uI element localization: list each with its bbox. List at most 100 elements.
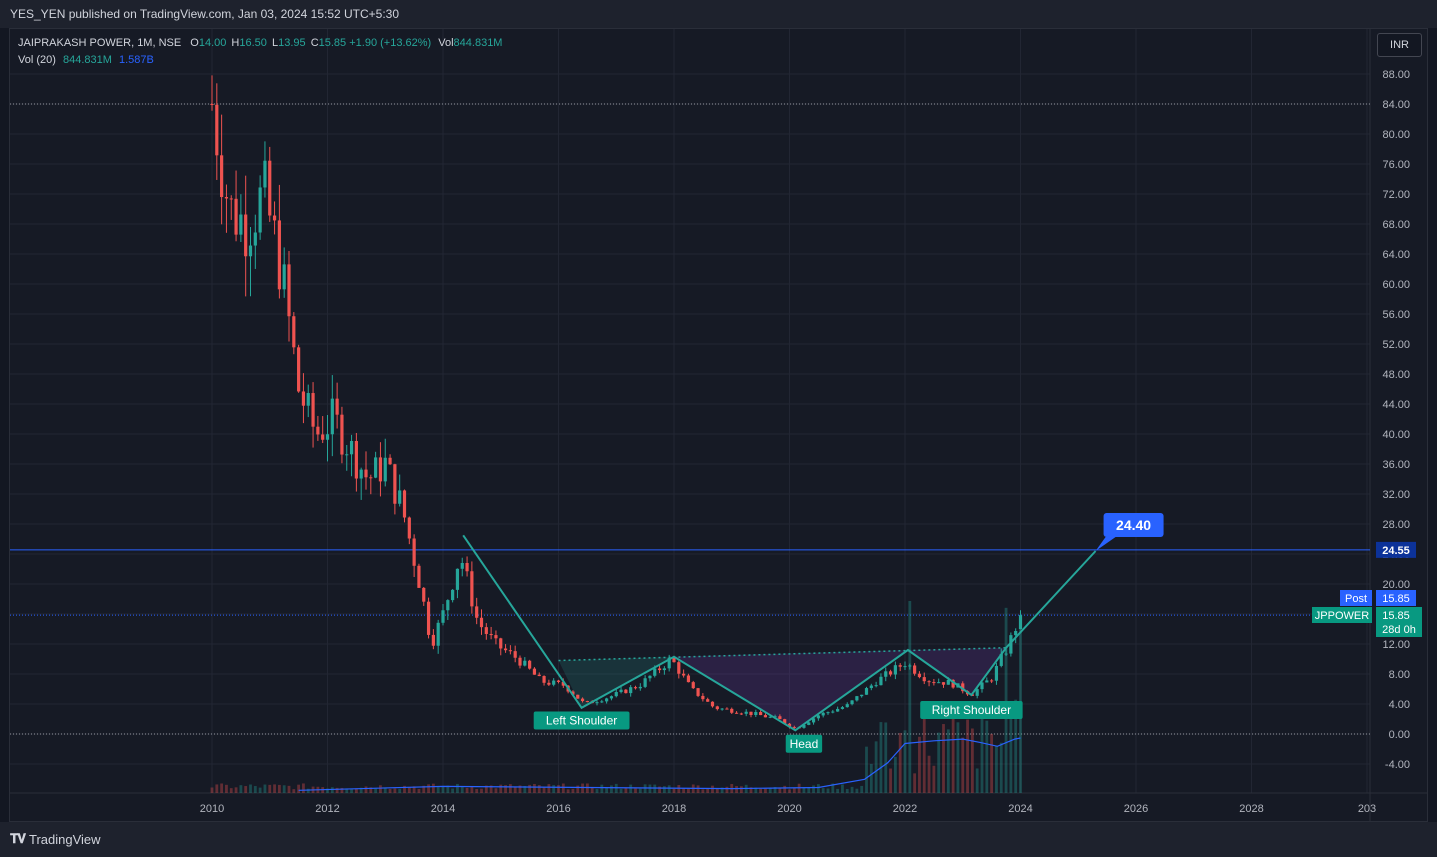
- candle-body: [787, 723, 792, 728]
- volume-bar: [845, 788, 849, 793]
- volume-bar: [773, 787, 777, 793]
- volume-bar: [966, 719, 969, 793]
- volume-bar: [653, 784, 657, 793]
- price-tick-label: 32.00: [1382, 489, 1410, 501]
- volume-bar: [566, 789, 570, 793]
- volume-bar: [282, 785, 286, 793]
- candle-body: [672, 658, 676, 663]
- volume-bar: [470, 786, 474, 793]
- volume-bar: [244, 786, 248, 793]
- volume-bar: [879, 722, 883, 793]
- volume-value: 844.831M: [453, 37, 503, 49]
- volume-bar: [273, 784, 276, 793]
- pattern-zigzag[interactable]: [462, 534, 1097, 732]
- candle-body: [571, 691, 575, 695]
- target-callout[interactable]: 24.40: [1095, 513, 1164, 551]
- candle-body: [258, 187, 262, 233]
- candle-body: [306, 393, 310, 406]
- volume-bar: [537, 785, 541, 793]
- target-callout-bg: [1103, 513, 1164, 537]
- last-price-label: 15.85: [1382, 610, 1410, 622]
- symbol-name[interactable]: JAIPRAKASH POWER, 1M, NSE: [18, 37, 182, 49]
- volume-bar: [571, 788, 575, 793]
- candle-body: [706, 699, 710, 702]
- volume-bar: [956, 722, 960, 793]
- tradingview-brand[interactable]: 𝐓𝐕 TradingView: [10, 831, 101, 847]
- currency-button[interactable]: INR: [1377, 33, 1422, 57]
- volume-bar: [225, 784, 228, 793]
- candle-body: [561, 681, 565, 686]
- pattern-label-bg: [785, 734, 823, 753]
- candle-body: [378, 457, 383, 482]
- candle-body: [605, 698, 609, 702]
- candle-body: [807, 722, 811, 725]
- time-tick-label: 2026: [1124, 803, 1148, 815]
- volume-bar: [865, 746, 868, 793]
- candle-body: [677, 662, 681, 674]
- price-tick-label: 20.00: [1382, 579, 1410, 591]
- candle-body: [359, 469, 363, 479]
- candle-body: [980, 682, 984, 690]
- symbol-tag-bg: [1312, 607, 1372, 623]
- candle-body: [446, 600, 450, 611]
- volume-ma-value: 844.831M: [62, 54, 112, 66]
- left-shoulder-region: [558, 656, 674, 708]
- volume-bar: [638, 788, 642, 793]
- volume-bar: [234, 787, 238, 793]
- post-price-label-bg: [1376, 590, 1416, 606]
- change-value: +1.90 (+13.62%): [349, 37, 432, 49]
- candle-body: [840, 707, 845, 709]
- volume-bar: [581, 783, 584, 793]
- last-price-label-bg: [1376, 607, 1422, 637]
- volume-bar: [677, 785, 681, 793]
- candle-body: [234, 198, 238, 235]
- candle-body: [937, 682, 941, 684]
- candle-body: [946, 679, 950, 685]
- volume-bar: [792, 788, 796, 793]
- volume-bar: [658, 786, 661, 793]
- volume-bar: [812, 785, 815, 793]
- volume-bar: [484, 785, 488, 793]
- price-tick-label: 60.00: [1382, 279, 1410, 291]
- candle-body: [744, 711, 748, 714]
- candle-body: [503, 648, 508, 651]
- candle-body: [725, 708, 729, 710]
- volume-bar: [340, 787, 344, 793]
- volume-bar: [388, 788, 392, 793]
- candle-body: [489, 633, 493, 636]
- volume-bar: [451, 788, 455, 793]
- pattern-label[interactable]: Head: [785, 734, 823, 753]
- price-tick-label: 52.00: [1382, 339, 1410, 351]
- price-tick-label: 80.00: [1382, 129, 1410, 141]
- price-axis[interactable]: 88.00 84.00 80.00 76.00 72.00 68.00 64.00 60.00…: [1382, 69, 1410, 771]
- resistance-price-label-bg: [1376, 541, 1416, 558]
- pattern-label[interactable]: Left Shoulder: [533, 711, 630, 730]
- open-label: O: [190, 37, 199, 49]
- volume-bar: [249, 784, 252, 793]
- time-axis[interactable]: 2010 2012 2014 2016 2018 2020 2022 2024 2026 2028…: [200, 803, 1376, 815]
- candle-body: [874, 685, 878, 687]
- publisher-line: YES_YEN published on TradingView.com, Ja…: [10, 7, 400, 21]
- candle-body: [576, 694, 580, 699]
- candle-body: [407, 517, 411, 539]
- candle-body: [696, 688, 700, 696]
- volume-bar: [475, 789, 479, 793]
- volume-bar: [460, 786, 464, 793]
- pattern-label[interactable]: Right Shoulder: [920, 701, 1023, 719]
- volume-bar: [422, 785, 426, 793]
- high-label: H: [231, 37, 240, 49]
- volume-bar: [523, 785, 527, 793]
- candle-body: [773, 716, 777, 718]
- candle-body: [999, 653, 1003, 666]
- candle-body: [412, 538, 416, 566]
- candle-body: [542, 676, 546, 683]
- volume-bar: [374, 788, 378, 793]
- candle-body: [888, 671, 893, 675]
- volume-bar: [816, 784, 820, 793]
- volume-ma-label[interactable]: Vol (20): [18, 54, 56, 66]
- volume-bar: [393, 788, 397, 793]
- price-tick-label: 84.00: [1382, 99, 1410, 111]
- volume-bar: [576, 785, 580, 793]
- time-tick-label: 2016: [546, 803, 570, 815]
